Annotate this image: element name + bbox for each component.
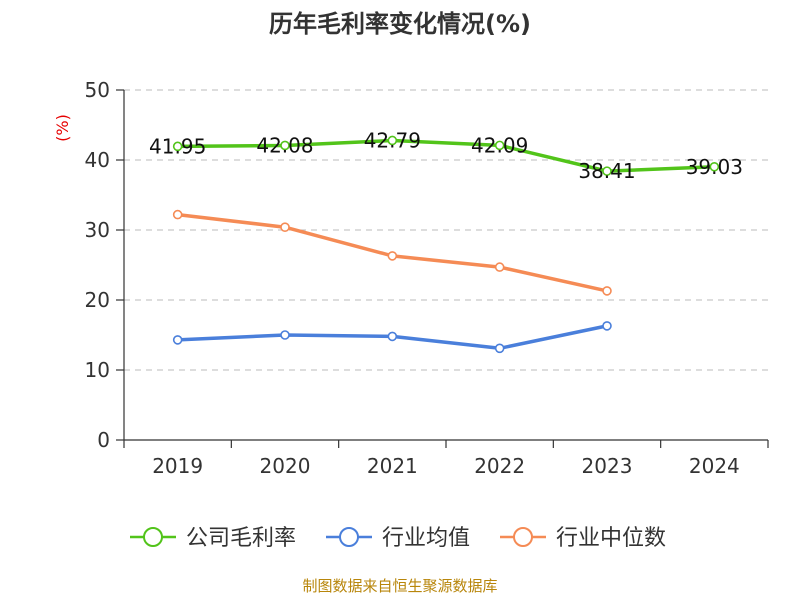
y-tick-label: 10	[85, 358, 110, 382]
data-point	[280, 222, 290, 232]
data-label: 38.41	[578, 159, 635, 183]
x-tick-label: 2023	[582, 454, 633, 478]
legend: 公司毛利率 行业均值 行业中位数	[130, 526, 666, 551]
chart-title: 历年毛利率变化情况(%)	[269, 10, 531, 38]
data-point	[172, 209, 183, 220]
data-point	[602, 286, 612, 296]
data-point	[387, 331, 398, 342]
data-point	[387, 251, 398, 261]
y-tick-label: 0	[97, 428, 110, 452]
legend-label: 行业中位数	[556, 526, 666, 551]
legend-item: 行业中位数	[500, 526, 666, 551]
data-point	[602, 321, 612, 331]
series-1	[172, 135, 720, 176]
data-point	[172, 141, 183, 152]
gridlines	[124, 89, 768, 371]
legend-marker	[143, 527, 163, 547]
y-tick-label: 30	[85, 218, 110, 242]
data-label: 42.08	[256, 133, 313, 157]
data-point	[494, 140, 505, 151]
x-tick-label: 2022	[474, 454, 525, 478]
data-point	[280, 330, 290, 340]
data-point	[602, 166, 612, 176]
legend-item: 行业均值	[326, 526, 470, 551]
y-tick-label: 50	[85, 78, 110, 102]
legend-marker	[513, 527, 533, 547]
data-label: 39.03	[686, 155, 743, 179]
x-tick-label: 2024	[689, 454, 740, 478]
data-point	[280, 140, 290, 151]
legend-item: 公司毛利率	[130, 526, 296, 551]
data-label: 41.95	[149, 134, 206, 158]
data-point	[387, 135, 398, 146]
series-line	[175, 138, 717, 173]
x-tick-label: 2020	[260, 454, 311, 478]
y-tick-label: 40	[85, 148, 110, 172]
y-tick-label: 20	[85, 288, 110, 312]
data-label: 42.79	[364, 128, 421, 152]
series-layer	[172, 135, 720, 354]
axes: 0 10 20 30 40 50 2019 2020 2021 2022 2023 2024	[85, 78, 769, 478]
data-point	[494, 343, 505, 354]
data-label: 42.09	[471, 133, 528, 157]
series-2	[172, 321, 612, 354]
data-point	[494, 262, 505, 272]
data-labels: 41.95 42.08 42.79 42.09 38.41 39.03	[149, 128, 743, 183]
x-tick-label: 2021	[367, 454, 418, 478]
legend-label: 公司毛利率	[186, 526, 296, 551]
series-3	[172, 209, 612, 296]
y-axis-unit: (%)	[53, 114, 72, 142]
source-note: 制图数据来自恒生聚源数据库	[302, 577, 497, 595]
data-point	[709, 161, 720, 172]
x-tick-label: 2019	[152, 454, 203, 478]
data-point	[172, 335, 183, 345]
legend-label: 行业均值	[382, 526, 470, 551]
legend-marker	[339, 527, 359, 547]
